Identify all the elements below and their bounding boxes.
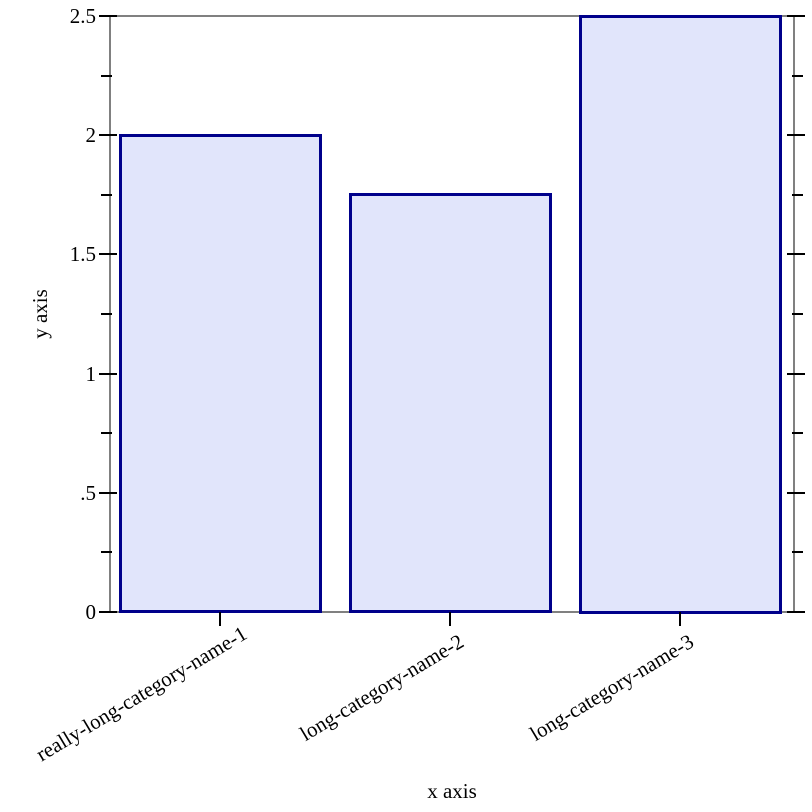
x-category-tick bbox=[449, 612, 451, 626]
x-category-tick bbox=[219, 612, 221, 626]
y-axis-major-tick bbox=[99, 491, 117, 494]
y-axis-minor-tick bbox=[101, 432, 112, 435]
y-tick-label: 2.5 bbox=[69, 4, 96, 28]
y-tick-label: 0 bbox=[85, 600, 97, 624]
bar bbox=[118, 133, 322, 614]
y-axis-minor-tick bbox=[101, 551, 112, 554]
right-axis-major-tick bbox=[787, 372, 805, 375]
x-axis-title: x axis bbox=[427, 779, 477, 803]
right-axis-major-tick bbox=[787, 134, 805, 137]
right-axis-major-tick bbox=[787, 15, 805, 17]
right-axis-minor-tick bbox=[792, 193, 803, 196]
y-axis-title: y axis bbox=[28, 289, 52, 339]
y-axis-minor-tick bbox=[101, 193, 112, 196]
y-tick-label: 1 bbox=[85, 361, 97, 386]
x-category-label: really-long-category-name-1 bbox=[31, 621, 252, 767]
y-axis-major-tick bbox=[99, 372, 117, 375]
y-tick-label: 2 bbox=[85, 123, 97, 148]
right-axis-minor-tick bbox=[792, 74, 803, 77]
y-axis-major-tick bbox=[99, 134, 117, 137]
right-axis-major-tick bbox=[787, 611, 805, 613]
right-axis-minor-tick bbox=[792, 551, 803, 554]
y-tick-label: .5 bbox=[80, 480, 96, 505]
bar bbox=[578, 14, 782, 614]
right-axis-major-tick bbox=[787, 253, 805, 256]
bar bbox=[348, 193, 552, 614]
right-axis-minor-tick bbox=[792, 313, 803, 315]
x-category-tick bbox=[679, 612, 681, 626]
y-axis-major-tick bbox=[99, 15, 117, 17]
y-axis-minor-tick bbox=[101, 313, 112, 315]
y-tick-label: 1.5 bbox=[69, 242, 96, 267]
right-axis-minor-tick bbox=[792, 432, 803, 435]
y-axis-minor-tick bbox=[101, 74, 112, 77]
plot-border-top bbox=[109, 15, 795, 17]
right-axis-major-tick bbox=[787, 491, 805, 494]
y-axis-major-tick bbox=[99, 253, 117, 256]
y-axis-major-tick bbox=[99, 611, 117, 613]
